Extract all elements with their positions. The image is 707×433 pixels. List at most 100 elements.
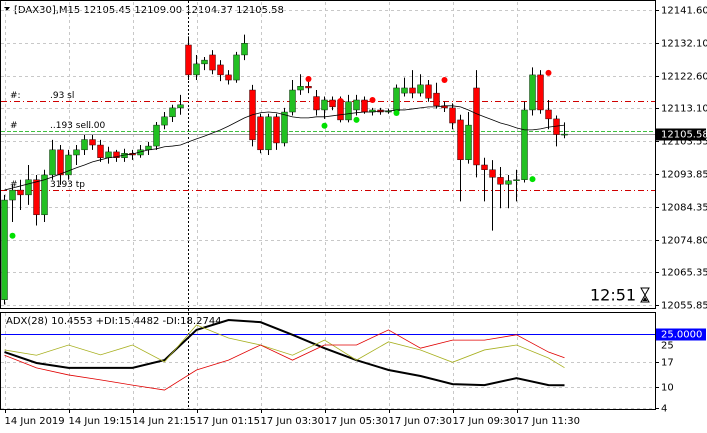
- candle-body: [521, 109, 528, 180]
- x-tick-label: 17 Jun 03:30: [261, 416, 325, 427]
- candle-body: [113, 151, 120, 158]
- candle-body: [497, 177, 504, 185]
- x-tick-label: 17 Jun 01:15: [197, 416, 261, 427]
- x-tick-label: 17 Jun 07:30: [389, 416, 453, 427]
- level-label: 25.0000: [661, 330, 702, 341]
- candle-body: [425, 84, 432, 99]
- candle-body: [161, 116, 168, 126]
- candle-body: [33, 179, 40, 216]
- level-text: #:: [10, 91, 21, 101]
- x-tick-label: 14 Jun 2019: [5, 416, 65, 427]
- candle-body: [361, 99, 368, 113]
- current-price-box: [656, 128, 706, 141]
- candle-body: [217, 64, 224, 76]
- y-tick-label: 12074.80: [661, 236, 707, 247]
- x-tick-label: 17 Jun 05:30: [325, 416, 389, 427]
- candle-body: [265, 116, 272, 151]
- level-text: ..00: [88, 121, 105, 131]
- y-tick-label: 12141.60: [661, 6, 707, 17]
- candle-body: [1, 199, 8, 300]
- candle-body: [9, 189, 16, 201]
- y-tick-label: 12055.85: [661, 301, 707, 312]
- indicator-frame: [0, 312, 656, 410]
- x-tick-label: 14 Jun 21:15: [133, 416, 197, 427]
- y-tick-label: 12065.35: [661, 268, 707, 279]
- candle-body: [481, 164, 488, 170]
- candle-body: [201, 59, 208, 65]
- level-text: #: [10, 121, 18, 131]
- y-tick-label: 25: [661, 341, 674, 352]
- candle-body: [17, 189, 24, 196]
- candle-body: [313, 96, 320, 111]
- level-text: ..193 sell: [50, 121, 91, 131]
- candle-body: [321, 99, 328, 111]
- hourglass-icon: [640, 287, 650, 303]
- candle-body: [241, 43, 248, 56]
- moving-average: [4, 105, 565, 191]
- candle-body: [457, 119, 464, 161]
- candle-body: [329, 99, 336, 108]
- y-tick-label: 12122.60: [661, 72, 707, 83]
- candle-body: [505, 180, 512, 185]
- signal-dot: [353, 116, 360, 123]
- candle-body: [433, 92, 440, 107]
- x-tick-label: 14 Jun 19:15: [69, 416, 133, 427]
- main-frame: [0, 0, 656, 309]
- current-price-label: 12105.58: [661, 130, 707, 141]
- candle-body: [305, 86, 312, 89]
- signal-dot: [305, 76, 312, 83]
- candle-body: [345, 101, 352, 121]
- candle-body: [185, 44, 192, 76]
- y-tick-label: 17: [661, 358, 674, 369]
- candle-body: [233, 54, 240, 81]
- y-tick-label: 4: [661, 404, 667, 415]
- candle-body: [489, 169, 496, 178]
- signal-dot: [9, 232, 16, 239]
- candle-body: [257, 116, 264, 151]
- candle-body: [537, 74, 544, 111]
- candle-body: [273, 116, 280, 144]
- signal-dot: [369, 96, 376, 103]
- x-tick-label: 17 Jun 11:30: [517, 416, 581, 427]
- y-tick-label: 12103.55: [661, 137, 707, 148]
- y-tick-label: 12084.35: [661, 203, 707, 214]
- candle-body: [89, 139, 96, 146]
- signal-dot: [545, 69, 552, 76]
- candle-body: [225, 74, 232, 81]
- candle-body: [561, 133, 568, 136]
- candle-body: [97, 144, 104, 158]
- level-label-box: [656, 328, 706, 341]
- candle-body: [41, 174, 48, 216]
- candle-body: [473, 87, 480, 166]
- candle-body: [281, 111, 288, 144]
- candle-body: [297, 86, 304, 91]
- candle-body: [289, 89, 296, 113]
- candle-body: [193, 63, 200, 76]
- y-tick-label: 10: [661, 383, 674, 394]
- candle-body: [65, 154, 72, 176]
- candle-body: [25, 179, 32, 196]
- candle-body: [177, 104, 184, 109]
- level-text: 3193 tp: [50, 180, 85, 190]
- candle-body: [401, 87, 408, 94]
- candle-body: [449, 107, 456, 124]
- candle-body: [73, 149, 80, 156]
- chart-title: [DAX30],M15 12105.45 12109.00 12104.37 1…: [14, 5, 284, 16]
- candle-body: [81, 139, 88, 151]
- candle-body: [393, 87, 400, 112]
- candle-body: [169, 107, 176, 118]
- signal-dot: [337, 98, 344, 105]
- candle-body: [209, 54, 216, 71]
- level-text: .93 sl: [50, 91, 74, 101]
- y-tick-label: 12093.85: [661, 170, 707, 181]
- signal-dot: [393, 110, 400, 117]
- y-tick-label: 12132.10: [661, 39, 707, 50]
- signal-dot: [441, 77, 448, 84]
- candle-body: [49, 149, 56, 176]
- y-tick-label: 12113.10: [661, 104, 707, 115]
- signal-dot: [321, 122, 328, 129]
- x-tick-label: 17 Jun 09:30: [453, 416, 517, 427]
- indicator-label: ADX(28) 10.4553 +DI:15.4482 -DI:18.2744: [6, 316, 222, 327]
